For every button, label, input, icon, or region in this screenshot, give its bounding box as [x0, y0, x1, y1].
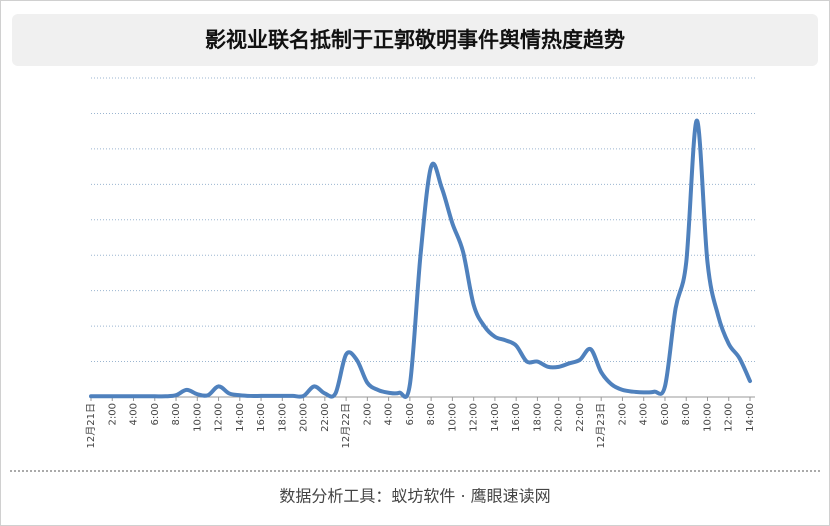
x-tick-label: 4:00	[129, 403, 140, 425]
x-tick-label: 12:00	[214, 403, 225, 432]
x-tick-label: 20:00	[554, 403, 565, 432]
x-tick-label: 6:00	[660, 403, 671, 425]
x-tick-label: 18:00	[532, 403, 543, 432]
x-tick-label: 12月21日	[85, 403, 97, 448]
x-tick-label: 16:00	[511, 403, 522, 432]
footer: 数据分析工具：蚁坊软件 · 鹰眼速读网	[279, 487, 550, 506]
x-tick-label: 8:00	[171, 403, 182, 425]
x-tick-label: 10:00	[447, 403, 458, 432]
x-tick-label: 10:00	[192, 403, 203, 432]
x-tick-label: 16:00	[256, 403, 267, 432]
x-tick-label: 20:00	[299, 403, 310, 432]
x-tick-label: 2:00	[617, 403, 628, 425]
x-tick-label: 14:00	[490, 403, 501, 432]
x-tick-label: 22:00	[320, 403, 331, 432]
x-tick-label: 4:00	[639, 403, 650, 425]
x-tick-label: 18:00	[277, 403, 288, 432]
x-tick-label: 14:00	[745, 403, 756, 432]
x-tick-label: 4:00	[384, 403, 395, 425]
x-tick-label: 6:00	[405, 403, 416, 425]
x-tick-label: 2:00	[362, 403, 373, 425]
x-tick-label: 22:00	[575, 403, 586, 432]
chart-title: 影视业联名抵制于正郭敬明事件舆情热度趋势	[205, 28, 625, 52]
x-tick-label: 8:00	[426, 403, 437, 425]
x-tick-label: 8:00	[681, 403, 692, 425]
line	[89, 118, 752, 399]
x-tick-label: 6:00	[150, 403, 161, 425]
x-tick-label: 12:00	[724, 403, 735, 432]
x-tick-label: 14:00	[235, 403, 246, 432]
title-box	[12, 14, 818, 66]
x-tick-label: 12:00	[469, 403, 480, 432]
x-tick-label: 12月22日	[340, 403, 352, 448]
x-tick-label: 12月23日	[595, 403, 607, 448]
x-tick-label: 10:00	[702, 403, 713, 432]
x-tick-label: 2:00	[107, 403, 118, 425]
